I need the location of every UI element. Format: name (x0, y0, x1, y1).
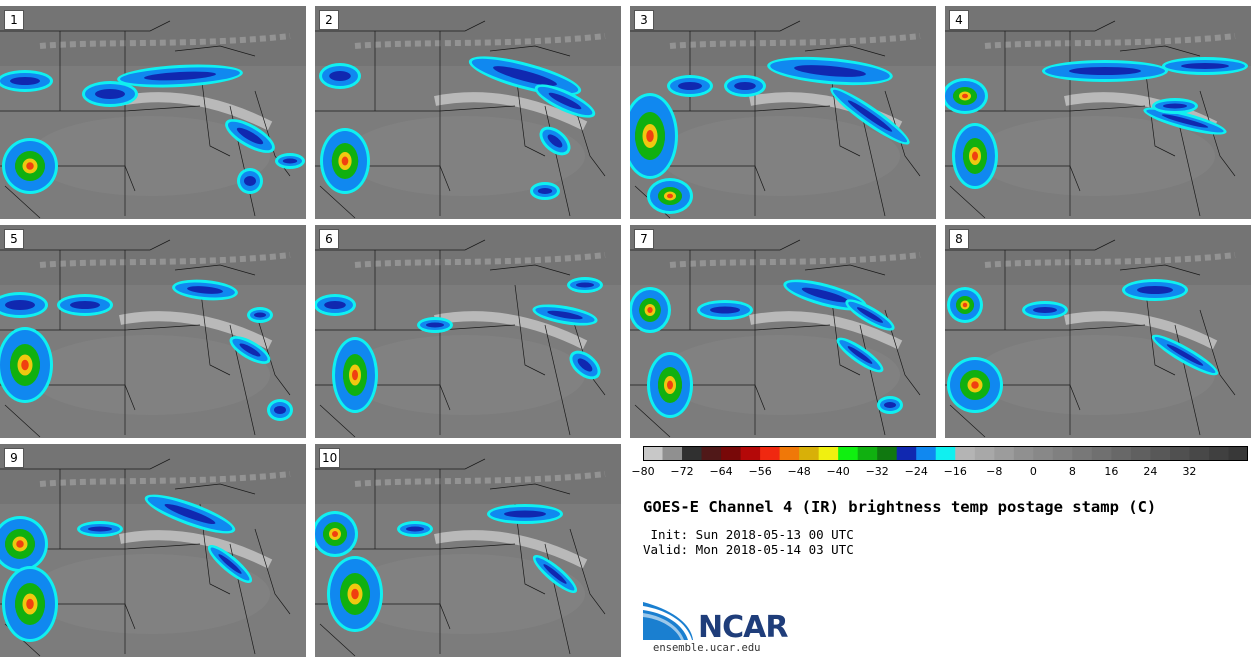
colorbar-segment (838, 446, 859, 461)
logo-wordmark: NCAR (698, 610, 788, 645)
colorbar-tick-label: −56 (748, 465, 772, 478)
website-label: ensemble.ucar.edu (653, 642, 761, 654)
colorbar-tick-label: −32 (865, 465, 889, 478)
ir-satellite-map (0, 6, 306, 219)
forecast-panel: 6 (315, 225, 621, 438)
colorbar-segment (1111, 446, 1132, 461)
colorbar-tick-label: 16 (1104, 465, 1119, 478)
colorbar-segment (1228, 446, 1248, 461)
panel-number-label: 9 (4, 448, 24, 468)
colorbar-segment (1208, 446, 1229, 461)
ir-satellite-map (315, 225, 621, 438)
colorbar-segment (1169, 446, 1190, 461)
forecast-panel: 9 (0, 444, 306, 657)
colorbar-segment (1189, 446, 1210, 461)
ir-satellite-map (0, 225, 306, 438)
panel-number-label: 3 (634, 10, 654, 30)
ir-satellite-map (945, 225, 1251, 438)
colorbar-tick-label: −80 (631, 465, 655, 478)
colorbar-segment (994, 446, 1015, 461)
colorbar-segment (1013, 446, 1034, 461)
colorbar-segment (877, 446, 898, 461)
panel-number-label: 6 (319, 229, 339, 249)
figure-title: GOES-E Channel 4 (IR) brightness temp po… (643, 498, 1157, 516)
init-time: Init: Sun 2018-05-13 00 UTC (643, 527, 854, 542)
ir-satellite-map (630, 225, 936, 438)
ir-satellite-map (630, 6, 936, 219)
colorbar-segment (916, 446, 937, 461)
colorbar-segment (760, 446, 781, 461)
panel-number-label: 7 (634, 229, 654, 249)
colorbar-tick-label: −40 (826, 465, 850, 478)
colorbar-border (643, 446, 1248, 461)
colorbar-segment (1033, 446, 1054, 461)
colorbar-tick-label: 0 (1029, 465, 1037, 478)
forecast-panel: 7 (630, 225, 936, 438)
ir-satellite-map (945, 6, 1251, 219)
colorbar-segment (1091, 446, 1112, 461)
colorbar-segment (857, 446, 878, 461)
colorbar-segment (935, 446, 956, 461)
panel-number-label: 1 (4, 10, 24, 30)
colorbar-segment (682, 446, 703, 461)
forecast-panel: 5 (0, 225, 306, 438)
colorbar-segment (974, 446, 995, 461)
colorbar-segment (643, 446, 664, 461)
colorbar (643, 446, 1248, 461)
colorbar-segment (1052, 446, 1073, 461)
colorbar-tick-label: −64 (709, 465, 733, 478)
forecast-panel: 4 (945, 6, 1251, 219)
colorbar-segment (779, 446, 800, 461)
colorbar-tick-label: 8 (1068, 465, 1076, 478)
panel-number-label: 2 (319, 10, 339, 30)
colorbar-tick-label: −48 (787, 465, 811, 478)
colorbar-segment (662, 446, 683, 461)
forecast-panel: 8 (945, 225, 1251, 438)
colorbar-segment (1072, 446, 1093, 461)
forecast-panel: 10 (315, 444, 621, 657)
forecast-panel: 1 (0, 6, 306, 219)
colorbar-tick-label: 24 (1143, 465, 1158, 478)
panel-number-label: 4 (949, 10, 969, 30)
panel-number-label: 8 (949, 229, 969, 249)
forecast-panel: 3 (630, 6, 936, 219)
colorbar-tick-label: −8 (986, 465, 1003, 478)
colorbar-segment (955, 446, 976, 461)
ncar-logo-icon (643, 602, 693, 640)
colorbar-segment (1150, 446, 1171, 461)
forecast-panel: 2 (315, 6, 621, 219)
colorbar-tick-label: 32 (1182, 465, 1197, 478)
colorbar-tick-labels: −80 −72 −64 −56 −48 −40 −32 −24 −16 −8 0 8 16 24 32 (631, 465, 1258, 481)
colorbar-tick-label: −24 (904, 465, 928, 478)
ir-satellite-map (0, 444, 306, 657)
panel-number-label: 10 (319, 448, 341, 468)
colorbar-segment (1130, 446, 1151, 461)
colorbar-segment (896, 446, 917, 461)
colorbar-segment (740, 446, 761, 461)
ir-satellite-map (315, 6, 621, 219)
colorbar-segment (721, 446, 742, 461)
colorbar-tick-label: −72 (670, 465, 694, 478)
ir-satellite-map (315, 444, 621, 657)
colorbar-tick-label: −16 (943, 465, 967, 478)
panel-number-label: 5 (4, 229, 24, 249)
valid-time: Valid: Mon 2018-05-14 03 UTC (643, 542, 854, 557)
colorbar-segment (701, 446, 722, 461)
colorbar-segment (818, 446, 839, 461)
colorbar-segment (799, 446, 820, 461)
